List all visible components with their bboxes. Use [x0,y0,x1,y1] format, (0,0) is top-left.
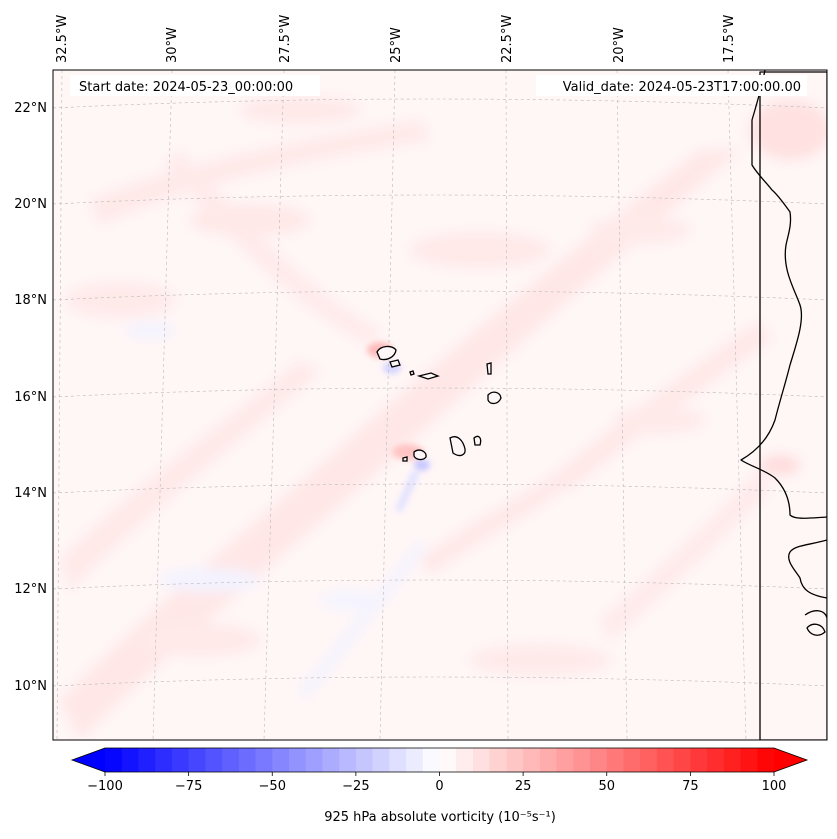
colorbar-swatch [238,748,257,772]
colorbar-swatch [740,748,758,772]
lon-label-20w: 20°W [612,27,627,63]
island-boa-vista [487,391,502,405]
african-coastline [740,70,827,740]
colorbar-swatch [422,748,441,772]
lat-label-14n: 14°N [14,486,47,501]
colorbar-swatch [656,748,675,772]
map-frame [52,69,828,741]
lat-label-22n: 22°N [14,101,47,116]
colorbar-max-extension [774,748,807,772]
colorbar-swatch [623,748,641,772]
colorbar-tick-label: −75 [175,779,202,794]
colorbar-swatch [489,748,507,772]
colorbar-swatch [389,748,407,772]
colorbar-swatch [690,748,708,772]
island-sal [486,362,492,375]
colorbar-tick-label: 75 [682,779,699,794]
colorbar-tick-label: 0 [435,779,443,794]
lon-label-17-5w: 17.5°W [722,15,737,63]
lon-label-27-5w: 27.5°W [278,15,293,63]
start-date-box [70,75,320,96]
colorbar-tick-label: 25 [515,779,532,794]
island-brava [402,456,408,462]
colorbar-swatch [355,748,374,772]
island-fogo [413,449,427,461]
colorbar-swatch [339,748,357,772]
colorbar-swatch [673,748,691,772]
colorbar-tick-label: −100 [87,779,123,794]
colorbar-swatch [121,748,140,772]
lat-label-10n: 10°N [14,679,47,694]
lat-label-16n: 16°N [14,390,47,405]
colorbar-swatch [439,748,457,772]
colorbar-swatch [138,748,156,772]
vorticity-shading [60,96,827,740]
island-maio [473,435,482,446]
colorbar-swatch [640,748,658,772]
colorbar-swatch [556,748,574,772]
colorbar-ticks: −100 −75 −50 −25 0 25 50 75 100 [87,772,786,794]
lat-label-20n: 20°N [14,197,47,212]
colorbar-swatch [573,748,591,772]
colorbar-swatch [288,748,307,772]
lon-label-30w: 30°W [165,27,180,63]
colorbar-swatch [188,748,206,772]
island-santo-antao [376,345,397,361]
longitude-labels: 32.5°W 30°W 27.5°W 25°W 22.5°W 20°W 17.5… [55,15,737,63]
colorbar-swatch [523,748,541,772]
island-sao-nicolau [416,372,440,380]
vorticity-field [53,70,827,740]
colorbar-tick-label: −50 [259,779,286,794]
colorbar-swatch [472,748,491,772]
colorbar-swatch [322,748,340,772]
lon-label-25w: 25°W [389,27,404,63]
lat-label-18n: 18°N [14,293,47,308]
colorbar-swatch [406,748,424,772]
island-santa-luzia [409,370,415,376]
lon-label-22-5w: 22.5°W [500,15,515,63]
colorbar-swatch [171,748,190,772]
colorbar: −100 −75 −50 −25 0 25 50 75 100 925 hPa absolute… [70,747,809,825]
colorbar-swatch [205,748,223,772]
colorbar-swatch [506,748,524,772]
latitude-labels: 22°N 20°N 18°N 16°N 14°N 12°N 10°N [14,101,47,694]
colorbar-swatch [723,748,742,772]
colorbar-swatch [272,748,290,772]
graticule [53,70,827,740]
colorbar-swatches [105,748,775,772]
colorbar-swatch [456,748,474,772]
colorbar-swatch [707,748,725,772]
colorbar-swatch [105,748,123,772]
colorbar-swatch [590,748,608,772]
valid-date-box [536,75,807,96]
colorbar-swatch [305,748,324,772]
island-sao-vicente [389,359,401,368]
lon-label-32-5w: 32.5°W [55,15,70,63]
valid-date-label: Valid_date: 2024-05-23T17:00:00.00 [563,80,801,95]
colorbar-swatch [757,748,775,772]
colorbar-swatch [255,748,273,772]
colorbar-swatch [372,748,390,772]
colorbar-label: 925 hPa absolute vorticity (10⁻⁵s⁻¹) [324,810,556,825]
colorbar-swatch [222,748,240,772]
start-date-label: Start date: 2024-05-23_00:00:00 [79,80,293,95]
colorbar-swatch [155,748,173,772]
island-santiago [449,436,466,457]
colorbar-min-extension [72,748,105,772]
colorbar-tick-label: −25 [342,779,369,794]
colorbar-swatch [606,748,625,772]
colorbar-swatch [539,748,558,772]
colorbar-tick-label: 100 [762,779,787,794]
lat-label-12n: 12°N [14,582,47,597]
cape-verde-islands [376,345,502,462]
colorbar-tick-label: 50 [598,779,615,794]
